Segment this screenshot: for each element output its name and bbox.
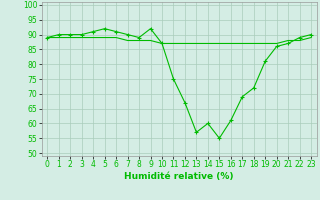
X-axis label: Humidité relative (%): Humidité relative (%)	[124, 172, 234, 181]
